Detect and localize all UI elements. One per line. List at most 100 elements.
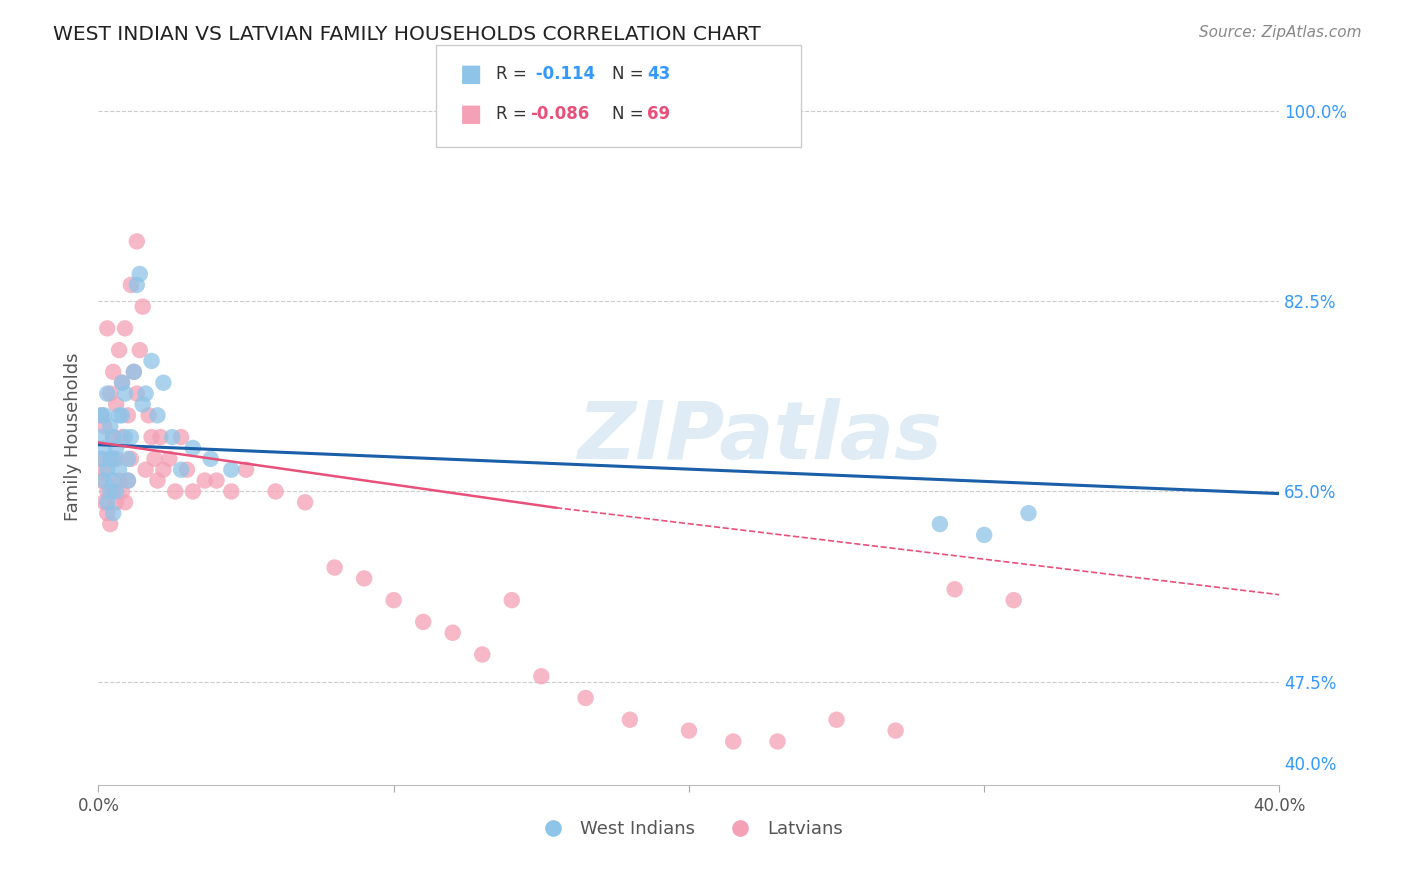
Point [128, 343, 150, 357]
Point [103, 451, 125, 466]
Point [132, 397, 155, 411]
Point [170, 430, 193, 444]
Point [93, 495, 115, 509]
Point [105, 451, 128, 466]
Text: R =: R = [496, 65, 533, 83]
Point [96, 495, 118, 509]
Point [152, 463, 174, 477]
Point [103, 430, 125, 444]
Point [90, 451, 112, 466]
Point [194, 474, 217, 488]
Point [205, 474, 228, 488]
Point [111, 484, 134, 499]
Point [93, 419, 115, 434]
Point [235, 463, 257, 477]
Point [108, 463, 131, 477]
Point [678, 723, 700, 738]
Point [143, 451, 166, 466]
Point [152, 376, 174, 390]
Point [128, 267, 150, 281]
Point [93, 474, 115, 488]
Point [96, 321, 118, 335]
Point [105, 397, 128, 411]
Point [105, 441, 128, 455]
Text: -0.086: -0.086 [530, 105, 589, 123]
Point [114, 386, 136, 401]
Point [90, 430, 112, 444]
Point [943, 582, 966, 597]
Text: 43: 43 [647, 65, 671, 83]
Point [98, 386, 121, 401]
Text: N =: N = [612, 105, 648, 123]
Point [96, 463, 118, 477]
Point [93, 463, 115, 477]
Point [111, 430, 134, 444]
Point [103, 365, 125, 379]
Point [105, 495, 128, 509]
Y-axis label: Family Households: Family Households [63, 353, 82, 521]
Point [441, 625, 464, 640]
Point [162, 430, 183, 444]
Point [111, 376, 134, 390]
Point [125, 386, 148, 401]
Point [181, 484, 204, 499]
Point [132, 300, 155, 314]
Point [1018, 506, 1040, 520]
Point [146, 474, 169, 488]
Point [111, 376, 134, 390]
Point [98, 516, 121, 531]
Point [96, 506, 118, 520]
Point [108, 474, 131, 488]
Point [884, 723, 907, 738]
Point [96, 484, 118, 499]
Point [619, 713, 641, 727]
Point [138, 409, 160, 423]
Point [103, 506, 125, 520]
Point [575, 690, 598, 705]
Point [157, 451, 180, 466]
Point [96, 386, 118, 401]
Point [353, 571, 375, 585]
Point [103, 474, 125, 488]
Point [98, 484, 121, 499]
Point [108, 409, 131, 423]
Point [141, 354, 163, 368]
Point [200, 451, 222, 466]
Point [146, 409, 169, 423]
Point [294, 495, 316, 509]
Point [412, 615, 434, 629]
Text: ■: ■ [460, 103, 482, 126]
Point [176, 463, 198, 477]
Point [471, 648, 494, 662]
Point [825, 713, 848, 727]
Point [114, 430, 136, 444]
Text: ZIPatlas: ZIPatlas [578, 398, 942, 476]
Point [141, 430, 163, 444]
Text: R =: R = [496, 105, 533, 123]
Text: Source: ZipAtlas.com: Source: ZipAtlas.com [1198, 25, 1361, 40]
Point [120, 430, 142, 444]
Legend: West Indians, Latvians: West Indians, Latvians [527, 814, 851, 846]
Text: WEST INDIAN VS LATVIAN FAMILY HOUSEHOLDS CORRELATION CHART: WEST INDIAN VS LATVIAN FAMILY HOUSEHOLDS… [53, 25, 761, 44]
Point [114, 321, 136, 335]
Text: N =: N = [612, 65, 648, 83]
Point [103, 430, 125, 444]
Point [111, 409, 134, 423]
Point [973, 528, 995, 542]
Point [93, 409, 115, 423]
Point [530, 669, 553, 683]
Point [165, 484, 187, 499]
Point [323, 560, 346, 574]
Point [221, 463, 243, 477]
Point [105, 484, 128, 499]
Point [90, 409, 112, 423]
Text: 69: 69 [647, 105, 669, 123]
Point [120, 277, 142, 292]
Point [93, 441, 115, 455]
Point [90, 451, 112, 466]
Point [221, 484, 243, 499]
Point [929, 516, 952, 531]
Point [98, 451, 121, 466]
Point [122, 365, 145, 379]
Point [122, 365, 145, 379]
